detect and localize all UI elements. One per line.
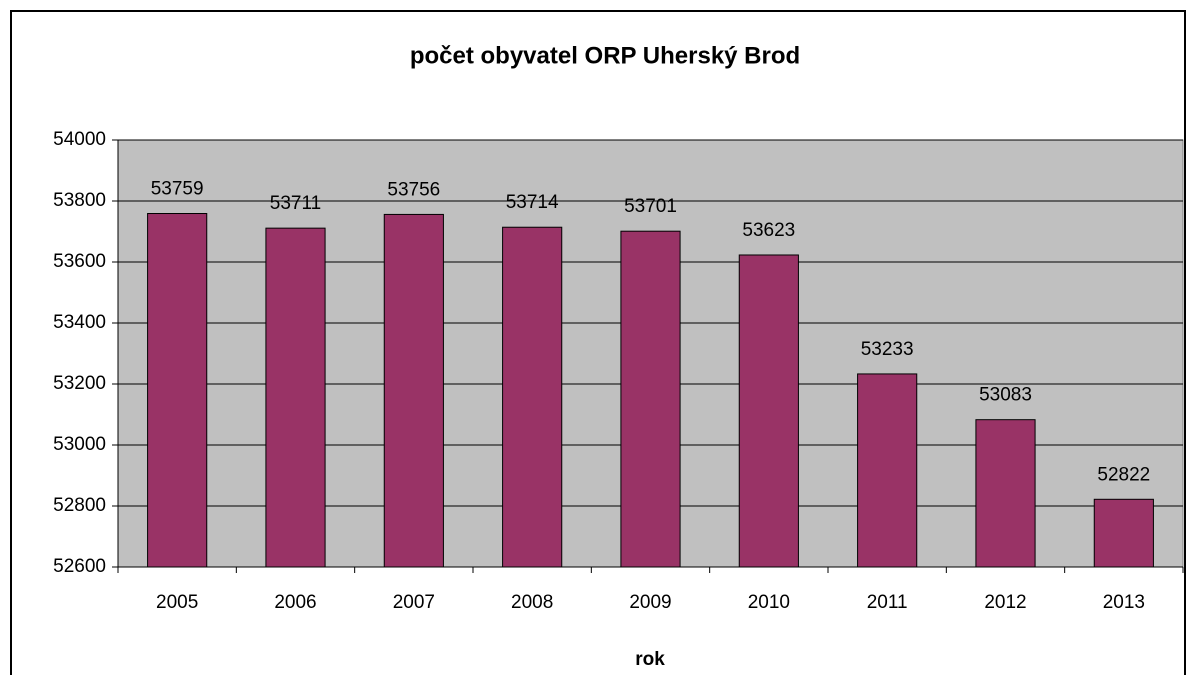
y-tick-label: 53200	[53, 373, 106, 394]
data-label: 53233	[861, 339, 914, 360]
bar	[738, 254, 799, 568]
y-tick-label: 52800	[53, 495, 106, 516]
data-label: 53756	[387, 179, 440, 200]
bar	[857, 373, 918, 568]
x-tick-label: 2010	[748, 592, 790, 613]
x-tick-label: 2012	[984, 592, 1026, 613]
x-tick-label: 2008	[511, 592, 553, 613]
bar	[502, 226, 563, 568]
x-tick-label: 2009	[629, 592, 671, 613]
bar	[620, 230, 681, 568]
data-label: 53714	[506, 192, 559, 213]
x-tick-label: 2006	[274, 592, 316, 613]
bar	[1093, 498, 1154, 568]
data-label: 53701	[624, 196, 677, 217]
y-tick-label: 54000	[53, 129, 106, 150]
chart-title: počet obyvatel ORP Uherský Brod	[410, 42, 800, 69]
y-tick-label: 53800	[53, 190, 106, 211]
y-tick-label: 53000	[53, 434, 106, 455]
data-label: 53759	[151, 179, 204, 200]
y-tick-label: 53600	[53, 251, 106, 272]
x-tick-label: 2005	[156, 592, 198, 613]
x-axis-title: rok	[635, 649, 665, 670]
y-tick-label: 52600	[53, 556, 106, 577]
data-label: 53711	[270, 193, 321, 214]
bar	[265, 227, 326, 568]
y-tick-label: 53400	[53, 312, 106, 333]
data-label: 53083	[979, 385, 1032, 406]
x-tick-label: 2011	[867, 592, 908, 613]
x-tick-label: 2007	[393, 592, 435, 613]
bar	[147, 213, 208, 568]
data-label: 53623	[742, 220, 795, 241]
x-tick-label: 2013	[1103, 592, 1145, 613]
bar	[383, 213, 444, 568]
data-label: 52822	[1097, 464, 1150, 485]
bar	[975, 419, 1036, 568]
